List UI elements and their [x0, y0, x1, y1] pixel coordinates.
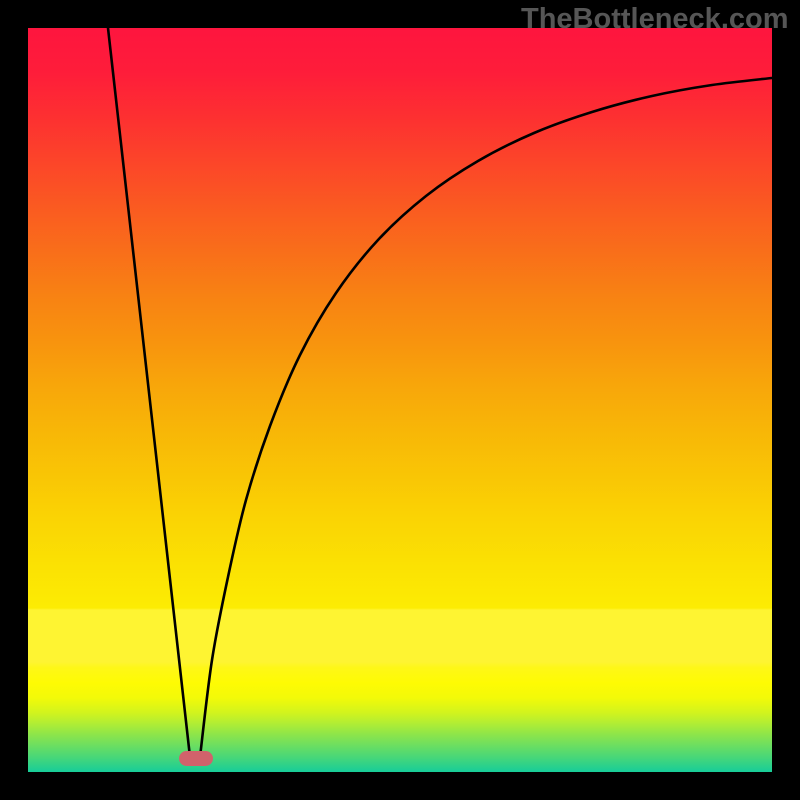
watermark-text: TheBottleneck.com [521, 3, 789, 36]
bottleneck-marker [179, 751, 213, 766]
curve-left-branch [108, 28, 190, 757]
curve-right-branch [200, 78, 772, 757]
plot-svg [0, 0, 800, 800]
plot-background [28, 28, 772, 772]
chart-canvas: TheBottleneck.com [0, 0, 800, 800]
